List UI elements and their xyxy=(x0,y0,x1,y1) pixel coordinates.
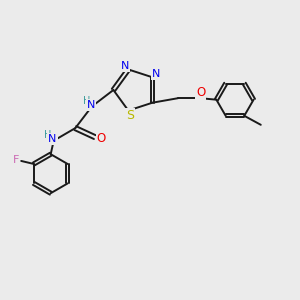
Text: N: N xyxy=(121,61,129,71)
Text: O: O xyxy=(97,132,106,145)
Text: N: N xyxy=(87,100,95,110)
Text: H: H xyxy=(83,96,90,106)
Text: N: N xyxy=(48,134,57,144)
Text: H: H xyxy=(44,130,51,140)
Text: O: O xyxy=(196,86,206,99)
Text: F: F xyxy=(13,155,19,165)
Text: S: S xyxy=(126,110,134,122)
Text: N: N xyxy=(152,69,160,79)
